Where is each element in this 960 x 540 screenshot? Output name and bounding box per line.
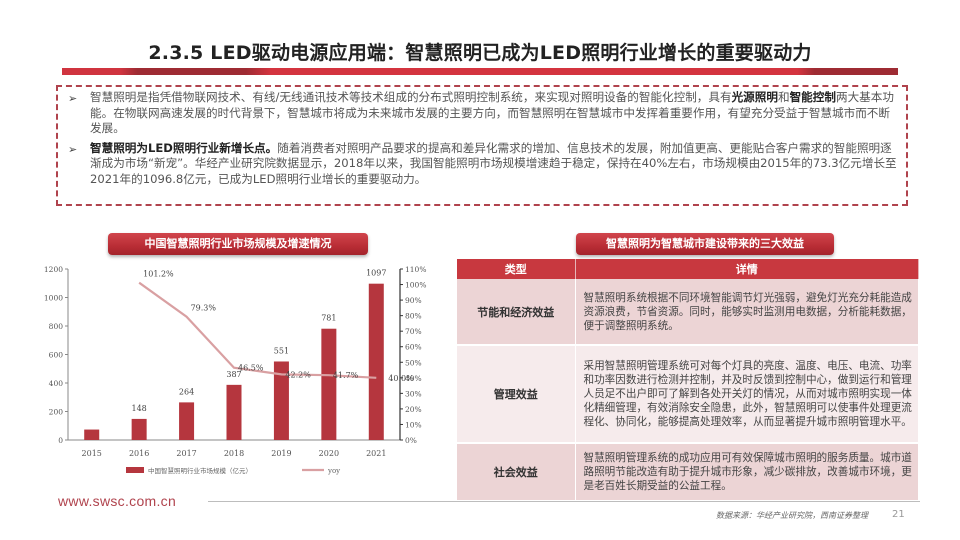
right-axis-tick: 80% (405, 312, 422, 321)
arrow-bullet-icon: ➢ (68, 92, 78, 105)
left-axis-tick: 0 (58, 436, 63, 445)
yoy-line (138, 281, 377, 379)
bar-value-label: 1097 (366, 269, 386, 278)
right-axis-tick: 40% (405, 374, 422, 383)
column-header-detail: 详情 (575, 259, 919, 279)
bold-keyword: 智慧照明为LED照明行业新增长点。 (90, 140, 278, 155)
right-axis-tick: 90% (405, 296, 422, 305)
column-header-type: 类型 (457, 259, 576, 279)
bar-value-label: 387 (226, 370, 241, 379)
right-axis-tick: 60% (405, 343, 422, 352)
text-segment: 智慧照明是指凭借物联网技术、有线/无线通讯技术等技术组成的分布式照明控制系统，来… (90, 90, 732, 104)
summary-bullet: ➢ 智慧照明是指凭借物联网技术、有线/无线通讯技术等技术组成的分布式照明控制系统… (68, 90, 898, 137)
right-axis-tick: 110% (405, 265, 426, 274)
left-axis-tick: 1200 (44, 265, 63, 274)
benefit-type: 社会效益 (457, 443, 576, 502)
yoy-label: 40.0% (388, 374, 414, 383)
left-axis-tick: 600 (49, 351, 64, 360)
bar (179, 402, 195, 440)
yoy-label: 79.3% (191, 304, 217, 313)
x-axis-tick: 2021 (366, 449, 386, 458)
bar-value-label: 264 (179, 387, 194, 396)
page-number: 21 (892, 509, 905, 520)
x-axis-tick: 2019 (271, 449, 291, 458)
left-axis-tick: 1000 (44, 294, 63, 303)
x-axis-tick: 2016 (129, 449, 149, 458)
left-axis-tick: 800 (49, 322, 64, 331)
right-axis-tick: 70% (405, 327, 422, 336)
x-axis-tick: 2015 (82, 449, 102, 458)
yoy-label: 41.7% (333, 371, 359, 380)
x-axis-tick: 2018 (224, 449, 244, 458)
right-axis-tick: 0% (405, 436, 417, 445)
bar (273, 361, 289, 440)
yoy-label: 101.2% (143, 270, 174, 279)
yoy-label: 42.2% (285, 370, 311, 379)
yoy-label: 46.5% (238, 364, 264, 373)
right-axis-tick: 30% (405, 389, 422, 398)
x-axis-tick: 2017 (176, 449, 196, 458)
legend-bar-swatch (126, 467, 144, 473)
website-link[interactable]: www.swsc.com.cn (58, 493, 177, 509)
arrow-bullet-icon: ➢ (68, 142, 78, 156)
benefit-detail: 智慧照明系统根据不同环境智能调节灯光强弱，避免灯光充分耗能造成资源浪费，节省资源… (575, 279, 919, 346)
table-row: 节能和经济效益 智慧照明系统根据不同环境智能调节灯光强弱，避免灯光充分耗能造成资… (457, 279, 919, 346)
summary-bullet: ➢ 智慧照明为LED照明行业新增长点。随着消费者对照明产品要求的提高和差异化需求… (68, 141, 898, 188)
left-axis-tick: 400 (49, 379, 64, 388)
bold-keyword: 光源照明 (731, 90, 778, 104)
page-title: 2.3.5 LED驱动电源应用端：智慧照明已成为LED照明行业增长的重要驱动力 (148, 42, 812, 64)
bold-keyword: 智能控制 (789, 90, 836, 104)
title-underline-bar (62, 68, 898, 75)
bar-value-label: 551 (274, 346, 289, 355)
bullet-text: 智慧照明是指凭借物联网技术、有线/无线通讯技术等技术组成的分布式照明控制系统，来… (90, 90, 898, 137)
text-segment: 和 (777, 90, 790, 104)
bar (84, 429, 100, 440)
market-size-chart: 0 200 400 600 800 1000 1200 0% 10% 20% 30% 40% 50% 60… (40, 262, 440, 488)
bar-value-label: 781 (321, 314, 336, 323)
benefit-detail: 采用智慧照明管理系统可对每个灯具的亮度、温度、电压、电流、功率和功率因数进行检测… (575, 345, 919, 444)
bullet-text: 智慧照明为LED照明行业新增长点。随着消费者对照明产品要求的提高和差异化需求的增… (90, 141, 898, 188)
bar (321, 328, 337, 440)
right-axis-tick: 50% (405, 358, 422, 367)
table-row: 管理效益 采用智慧照明管理系统可对每个灯具的亮度、温度、电压、电流、功率和功率因… (457, 345, 919, 444)
benefit-type: 节能和经济效益 (457, 279, 576, 346)
bar (131, 418, 147, 440)
table-title-badge: 智慧照明为智慧城市建设带来的三大效益 (576, 233, 834, 255)
benefit-type: 管理效益 (457, 345, 576, 444)
table-header-row: 类型 详情 (457, 259, 919, 279)
data-source: 数据来源：华经产业研究院，西南证券整理 (716, 511, 868, 520)
table-row: 社会效益 智慧照明管理系统的成功应用可有效保障城市照明的服务质量。城市道路照明节… (457, 443, 919, 502)
benefit-detail: 智慧照明管理系统的成功应用可有效保障城市照明的服务质量。城市道路照明节能改造有助… (575, 443, 919, 502)
right-axis-tick: 10% (405, 420, 422, 429)
summary-box: ➢ 智慧照明是指凭借物联网技术、有线/无线通讯技术等技术组成的分布式照明控制系统… (56, 85, 908, 206)
footer-divider (208, 501, 920, 502)
left-axis-tick: 200 (49, 408, 64, 417)
x-axis-tick: 2020 (319, 449, 339, 458)
bar-value-label: 148 (132, 404, 147, 413)
text-segment: 随着消费者对照明产品要求的提高和差异化需求的增加、信息技术的发展，附加值更高、更… (90, 140, 897, 186)
bar (226, 384, 242, 440)
legend-line-label: yoy (327, 467, 340, 475)
legend-bar-label: 中国智慧照明行业市场规模（亿元） (148, 466, 252, 475)
text-segment: 两大基本功能。在物联网高速发展的时代背景下，智慧城市将成为未来城市发展的主要方向… (90, 90, 894, 136)
benefits-table: 类型 详情 节能和经济效益 智慧照明系统根据不同环境智能调节灯光强弱，避免灯光充… (457, 259, 919, 502)
right-axis-tick: 20% (405, 405, 422, 414)
right-axis-tick: 100% (405, 281, 426, 290)
bar (368, 283, 384, 440)
chart-title-badge: 中国智慧照明行业市场规模及增速情况 (108, 233, 368, 255)
